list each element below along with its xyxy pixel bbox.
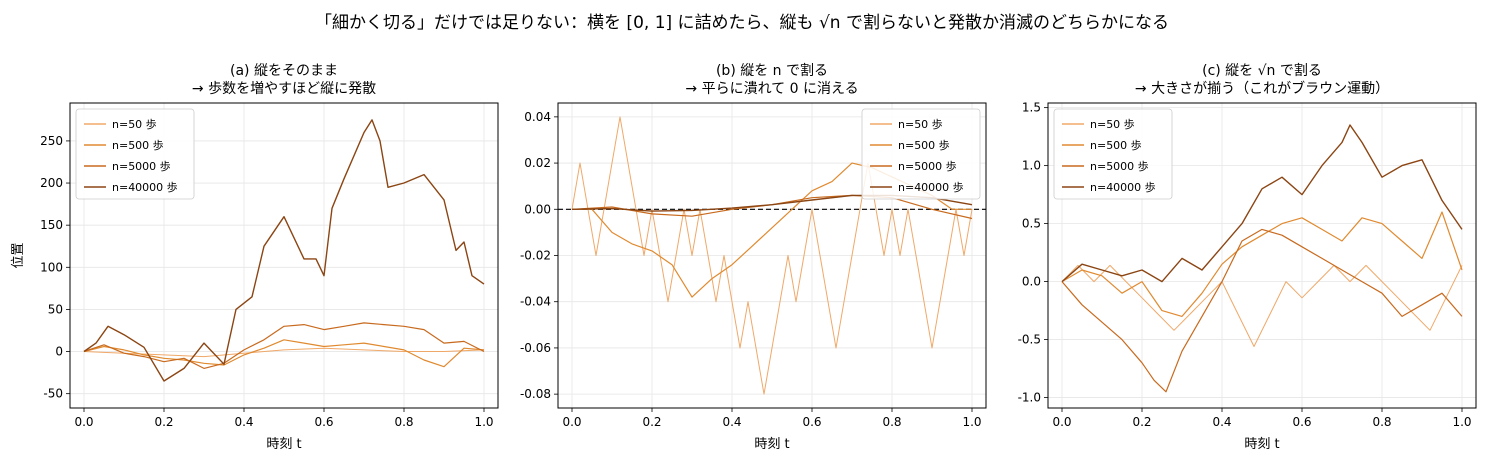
panel-2: (b) 縦を n で割る → 平らに潰れて 0 に消える 0.0 0.2 0.4 0.6 0…	[520, 62, 987, 452]
x-tick-label: 1.0	[1452, 415, 1471, 429]
legend-label: n=500 歩	[1090, 138, 1142, 152]
legend-label: n=500 歩	[898, 138, 950, 152]
x-tick-label: 0.4	[722, 415, 741, 429]
y-tick-label: 50	[48, 302, 63, 316]
series-line-n500	[83, 339, 485, 368]
x-tick-label: 0.4	[234, 415, 253, 429]
x-tick-label: 0.4	[1212, 415, 1231, 429]
panel-1: (a) 縦をそのまま → 歩数を増やすほど縦に発散 0.0 0.2 0.4 0.6 0.8 1…	[11, 63, 499, 452]
legend-label: n=50 歩	[898, 117, 943, 131]
legend-label: n=500 歩	[112, 138, 164, 152]
legend-label: n=40000 歩	[898, 180, 964, 194]
panel-3: (c) 縦を √n で割る→ 大きさが揃う（これがブラウン運動） 0.0 0.2 0.…	[1018, 62, 1477, 452]
panel-title-line2: → 平らに潰れて 0 に消える	[685, 81, 858, 97]
y-tick-label: -0.5	[1018, 333, 1041, 347]
y-tick-label: 250	[40, 134, 63, 148]
y-tick-label: -1.0	[1018, 391, 1041, 405]
y-tick-label: 0.5	[1022, 217, 1041, 231]
x-axis-label: 時刻 t	[266, 437, 301, 452]
x-tick-label: 0.6	[1292, 415, 1311, 429]
panel-title-line1: (b) 縦を n で割る	[716, 62, 828, 79]
series-line-n5000	[1061, 228, 1463, 393]
y-tick-label: 0.0	[1022, 275, 1041, 289]
legend-label: n=5000 歩	[898, 159, 957, 173]
panel-title-line2: → 歩数を増やすほど縦に発散	[192, 81, 376, 97]
x-tick-label: 1.0	[962, 415, 981, 429]
x-tick-label: 0.2	[154, 415, 173, 429]
y-tick-label: 0.04	[524, 110, 551, 124]
x-axis-label: 時刻 t	[1244, 437, 1279, 452]
y-tick-label: 0.00	[524, 202, 551, 216]
legend-label: n=50 歩	[112, 117, 157, 131]
panel-title-line1: (a) 縦をそのまま	[230, 63, 338, 79]
series-line-n50	[1061, 264, 1463, 347]
x-tick-label: 0.6	[314, 415, 333, 429]
plot-frame	[557, 102, 987, 409]
series-line-n500	[1061, 211, 1463, 317]
series-line-n40000	[1061, 124, 1463, 283]
legend-label: n=5000 歩	[1090, 159, 1149, 173]
legend-box	[861, 108, 981, 200]
series-line-n40000	[83, 119, 485, 382]
plot-frame	[69, 102, 499, 409]
figure-suptitle: 「細かく切る」だけでは足りない：横を [0, 1] に詰めたら、縦も √n で割…	[315, 13, 1169, 33]
y-axis-label: 位置	[11, 242, 26, 268]
legend-label: n=5000 歩	[112, 159, 171, 173]
panel-title-line2: → 大きさが揃う（これがブラウン運動）	[1135, 80, 1389, 97]
x-tick-label: 0.2	[642, 415, 661, 429]
series-line-n50	[571, 116, 973, 395]
y-tick-label: -0.04	[520, 295, 551, 309]
y-tick-label: -50	[43, 387, 63, 401]
series-group	[83, 119, 485, 382]
y-tick-label: -0.06	[520, 341, 551, 355]
series-line-n50	[83, 347, 485, 358]
x-tick-label: 0.8	[1372, 415, 1391, 429]
plot-frame	[1047, 102, 1477, 409]
y-tick-label: 150	[40, 218, 63, 232]
legend: n=50 歩 n=500 歩 n=5000 歩 n=40000 歩	[75, 108, 195, 200]
legend-box	[1053, 108, 1173, 200]
legend-label: n=50 歩	[1090, 117, 1135, 131]
x-axis-label: 時刻 t	[754, 437, 789, 452]
x-tick-label: 0.0	[562, 415, 581, 429]
y-tick-label: 1.5	[1022, 101, 1041, 115]
y-tick-label: -0.02	[520, 249, 551, 263]
x-tick-label: 0.0	[1052, 415, 1071, 429]
legend-label: n=40000 歩	[112, 180, 178, 194]
y-tick-label: -0.08	[520, 387, 551, 401]
y-tick-label: 1.0	[1022, 159, 1041, 173]
y-tick-label: 0.02	[524, 156, 551, 170]
x-tick-label: 0.0	[74, 415, 93, 429]
x-tick-label: 0.8	[882, 415, 901, 429]
x-tick-label: 0.8	[394, 415, 413, 429]
y-tick-label: 0	[55, 345, 63, 359]
legend: n=50 歩 n=500 歩 n=5000 歩 n=40000 歩	[1053, 108, 1173, 200]
legend: n=50 歩 n=500 歩 n=5000 歩 n=40000 歩	[861, 108, 981, 200]
series-group	[1061, 124, 1463, 393]
legend-box	[75, 108, 195, 200]
x-tick-label: 0.2	[1132, 415, 1151, 429]
x-tick-label: 1.0	[474, 415, 493, 429]
y-tick-label: 200	[40, 176, 63, 190]
legend-label: n=40000 歩	[1090, 180, 1156, 194]
x-tick-label: 0.6	[802, 415, 821, 429]
y-tick-label: 100	[40, 260, 63, 274]
series-line-n5000	[83, 322, 485, 369]
panel-title-line1: (c) 縦を √n で割る	[1202, 62, 1322, 79]
